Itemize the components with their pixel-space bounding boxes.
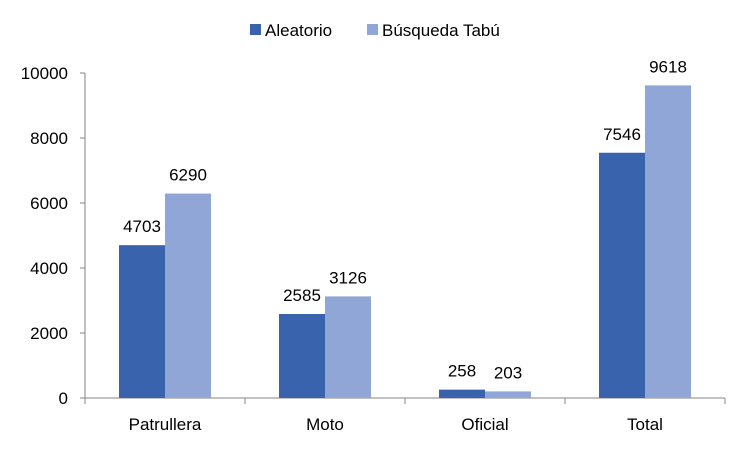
legend-swatch-1 <box>367 24 378 35</box>
legend-label-0: Aleatorio <box>265 21 332 40</box>
x-axis: Patrullera Moto Oficial Total <box>84 397 726 434</box>
y-tick-label: 0 <box>59 389 68 408</box>
x-tick-label: Patrullera <box>129 415 202 434</box>
data-label-0-2: 258 <box>448 362 476 381</box>
bar-1-1 <box>325 296 371 398</box>
bar-0-0 <box>119 245 165 398</box>
bar-1-0 <box>165 193 211 398</box>
bar-0-3 <box>599 152 645 398</box>
y-tick-label: 2000 <box>30 324 68 343</box>
data-label-0-3: 7546 <box>603 125 641 144</box>
data-label-0-0: 4703 <box>123 217 161 236</box>
data-label-0-1: 2585 <box>283 286 321 305</box>
bar-0-1 <box>279 313 325 398</box>
bars <box>119 85 691 398</box>
data-label-1-1: 3126 <box>329 268 367 287</box>
y-tick-label: 8000 <box>30 129 68 148</box>
x-tick-label: Moto <box>306 415 344 434</box>
legend: Aleatorio Búsqueda Tabú <box>250 21 500 40</box>
bar-1-2 <box>485 391 531 398</box>
x-tick-label: Oficial <box>461 415 508 434</box>
y-tick-label: 6000 <box>30 194 68 213</box>
bar-0-2 <box>439 389 485 398</box>
data-label-1-2: 203 <box>494 363 522 382</box>
data-label-1-0: 6290 <box>169 166 207 185</box>
legend-label-1: Búsqueda Tabú <box>382 21 500 40</box>
data-labels: 4703 6290 2585 3126 258 203 7546 9618 <box>123 57 687 382</box>
legend-swatch-0 <box>250 24 261 35</box>
y-axis: 0 2000 4000 6000 8000 10000 <box>21 64 86 408</box>
data-label-1-3: 9618 <box>649 57 687 76</box>
y-tick-label: 10000 <box>21 64 68 83</box>
y-tick-label: 4000 <box>30 259 68 278</box>
bar-1-3 <box>645 85 691 398</box>
x-tick-label: Total <box>627 415 663 434</box>
